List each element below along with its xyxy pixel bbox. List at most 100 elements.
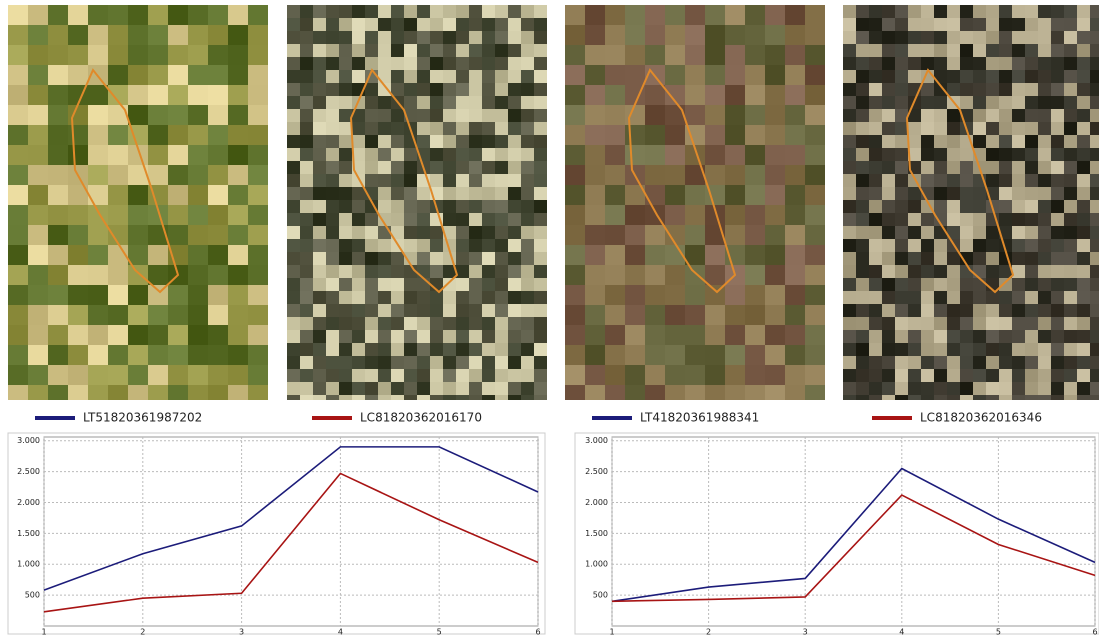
pixel bbox=[300, 83, 313, 96]
pixel bbox=[148, 145, 168, 165]
pixel bbox=[973, 70, 986, 83]
pixel bbox=[934, 356, 947, 369]
pixel bbox=[1012, 174, 1025, 187]
pixel bbox=[508, 265, 521, 278]
pixel bbox=[665, 385, 685, 400]
pixel bbox=[339, 317, 352, 330]
pixel bbox=[565, 85, 585, 105]
pixel bbox=[973, 369, 986, 382]
pixel bbox=[882, 395, 895, 400]
pixel bbox=[300, 252, 313, 265]
pixel bbox=[326, 135, 339, 148]
pixel bbox=[986, 174, 999, 187]
pixel bbox=[88, 305, 108, 325]
pixel bbox=[585, 285, 605, 305]
pixel bbox=[765, 25, 785, 45]
pixel bbox=[856, 213, 869, 226]
pixel bbox=[430, 317, 443, 330]
pixel bbox=[843, 278, 856, 291]
pixel bbox=[947, 161, 960, 174]
pixel bbox=[456, 278, 469, 291]
pixel bbox=[921, 148, 934, 161]
pixel bbox=[1051, 395, 1064, 400]
pixel bbox=[843, 187, 856, 200]
pixel bbox=[508, 18, 521, 31]
pixel bbox=[1012, 226, 1025, 239]
pixel bbox=[168, 225, 188, 245]
pixel bbox=[605, 225, 625, 245]
pixel bbox=[495, 239, 508, 252]
pixel bbox=[1025, 31, 1038, 44]
pixel bbox=[685, 345, 705, 365]
pixel bbox=[973, 57, 986, 70]
pixel bbox=[882, 226, 895, 239]
pixel bbox=[417, 356, 430, 369]
pixel bbox=[300, 18, 313, 31]
pixel bbox=[1025, 317, 1038, 330]
pixel bbox=[534, 278, 547, 291]
pixel bbox=[973, 278, 986, 291]
pixel bbox=[1064, 18, 1077, 31]
pixel bbox=[456, 395, 469, 400]
y-tick-label: 1.000 bbox=[17, 560, 40, 569]
pixel bbox=[88, 125, 108, 145]
pixel bbox=[287, 291, 300, 304]
pixel bbox=[148, 385, 168, 400]
pixel bbox=[843, 304, 856, 317]
pixel bbox=[339, 148, 352, 161]
pixel bbox=[605, 25, 625, 45]
pixel bbox=[908, 356, 921, 369]
pixel bbox=[88, 25, 108, 45]
pixel bbox=[48, 265, 68, 285]
pixel bbox=[469, 330, 482, 343]
pixel bbox=[313, 356, 326, 369]
pixel bbox=[947, 278, 960, 291]
pixel bbox=[1051, 200, 1064, 213]
pixel bbox=[665, 285, 685, 305]
pixel bbox=[508, 226, 521, 239]
pixel bbox=[1064, 213, 1077, 226]
pixel bbox=[765, 205, 785, 225]
pixel bbox=[469, 135, 482, 148]
pixel bbox=[960, 174, 973, 187]
pixel bbox=[947, 291, 960, 304]
pixel bbox=[1038, 369, 1051, 382]
pixel bbox=[365, 304, 378, 317]
pixel bbox=[765, 345, 785, 365]
pixel bbox=[534, 369, 547, 382]
pixel bbox=[469, 5, 482, 18]
pixel bbox=[287, 213, 300, 226]
pixel bbox=[856, 265, 869, 278]
pixel bbox=[326, 395, 339, 400]
pixel bbox=[665, 25, 685, 45]
pixel bbox=[665, 305, 685, 325]
pixel bbox=[495, 96, 508, 109]
pixel bbox=[469, 31, 482, 44]
pixel bbox=[895, 174, 908, 187]
pixel bbox=[785, 65, 805, 85]
pixel bbox=[443, 343, 456, 356]
pixel bbox=[1025, 57, 1038, 70]
pixel bbox=[365, 174, 378, 187]
pixel bbox=[685, 205, 705, 225]
pixel bbox=[973, 239, 986, 252]
pixel bbox=[960, 369, 973, 382]
pixel bbox=[973, 31, 986, 44]
pixel bbox=[339, 70, 352, 83]
pixel bbox=[48, 45, 68, 65]
pixel bbox=[1025, 148, 1038, 161]
pixel bbox=[725, 45, 745, 65]
pixel bbox=[785, 285, 805, 305]
pixel bbox=[1051, 239, 1064, 252]
pixel bbox=[208, 385, 228, 400]
pixel bbox=[1025, 18, 1038, 31]
pixel bbox=[365, 395, 378, 400]
pixel bbox=[705, 145, 725, 165]
pixel bbox=[534, 304, 547, 317]
pixel bbox=[986, 5, 999, 18]
pixel bbox=[908, 187, 921, 200]
pixel bbox=[417, 291, 430, 304]
pixel bbox=[960, 304, 973, 317]
pixel bbox=[947, 70, 960, 83]
pixel bbox=[326, 187, 339, 200]
